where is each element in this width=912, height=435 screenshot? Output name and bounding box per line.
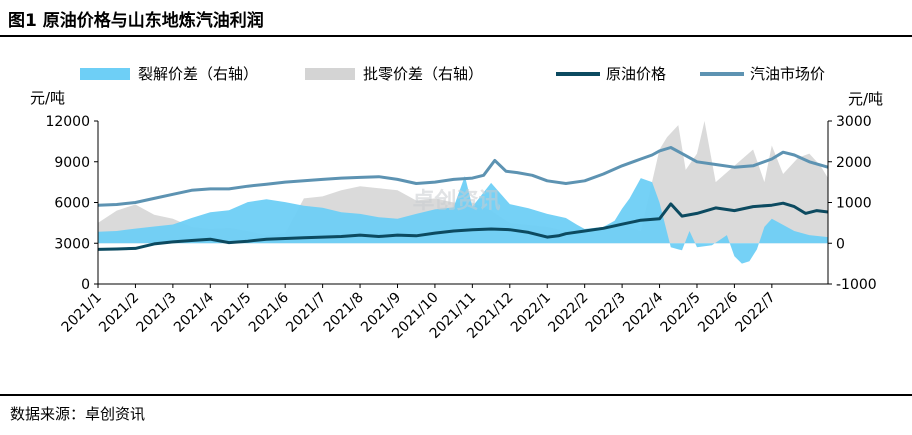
x-tick-label: 2021/2 — [96, 290, 142, 336]
y-right-tick-label: -1000 — [836, 277, 877, 293]
x-tick-label: 2022/7 — [733, 290, 779, 336]
legend-wholesale-retail-spread-label: 批零价差（右轴） — [363, 65, 483, 83]
x-tick-label: 2021/5 — [208, 290, 254, 336]
x-tick-label: 2022/4 — [620, 289, 666, 335]
bottom-rule — [0, 394, 912, 396]
chart: 裂解价差（右轴） 批零价差（右轴） 原油价格 汽油市场价 卓创资讯 12000 9000 6… — [30, 65, 883, 342]
y-right-tick-label: 2000 — [836, 155, 872, 171]
x-tick-label: 2022/6 — [695, 289, 741, 335]
legend-crack-spread-label: 裂解价差（右轴） — [138, 65, 258, 83]
source-note: 数据来源：卓创资讯 — [10, 405, 146, 423]
y-left-tick-label: 0 — [81, 277, 90, 293]
y-left-unit: 元/吨 — [30, 89, 65, 107]
series-line-crude-price — [97, 201, 829, 251]
legend-crude-price-label: 原油价格 — [606, 65, 666, 83]
x-tick-label: 2021/6 — [246, 289, 292, 335]
top-rule — [0, 35, 912, 37]
x-tick-label: 2021/4 — [171, 289, 217, 335]
y-right-tick-label: 3000 — [836, 114, 872, 130]
figure-title: 图1 原油价格与山东地炼汽油利润 — [8, 11, 264, 31]
x-tick-label: 2022/1 — [508, 290, 554, 336]
series-line-gasoline-price — [97, 146, 829, 207]
y-right-tick-label: 1000 — [836, 196, 872, 212]
x-tick-label: 2021/7 — [283, 290, 329, 336]
y-left-tick-label: 3000 — [54, 236, 90, 252]
x-tick-label: 2022/2 — [545, 290, 591, 336]
y-left-tick-label: 12000 — [45, 114, 90, 130]
x-tick-label: 2022/3 — [583, 290, 629, 336]
y-left-tick-label: 6000 — [54, 196, 90, 212]
x-tick-label: 2021/3 — [134, 290, 180, 336]
series-area-crack-spread — [98, 176, 828, 264]
watermark: 卓创资讯 — [412, 189, 500, 214]
legend: 裂解价差（右轴） 批零价差（右轴） 原油价格 汽油市场价 — [80, 65, 825, 83]
x-tick-label: 2021/8 — [321, 290, 367, 336]
x-tick-label: 2021/1 — [59, 290, 105, 336]
legend-gasoline-price-label: 汽油市场价 — [750, 65, 825, 83]
plot-area: 卓创资讯 12000 9000 6000 3000 0 3000 2000 1000 0 -1000… — [30, 89, 883, 342]
legend-crack-spread-swatch — [80, 68, 130, 80]
y-right-unit: 元/吨 — [848, 90, 883, 108]
legend-wholesale-retail-spread-swatch — [305, 68, 355, 80]
x-tick-label: 2022/5 — [658, 290, 704, 336]
y-right-tick-label: 0 — [836, 236, 845, 252]
y-left-tick-label: 9000 — [54, 155, 90, 171]
